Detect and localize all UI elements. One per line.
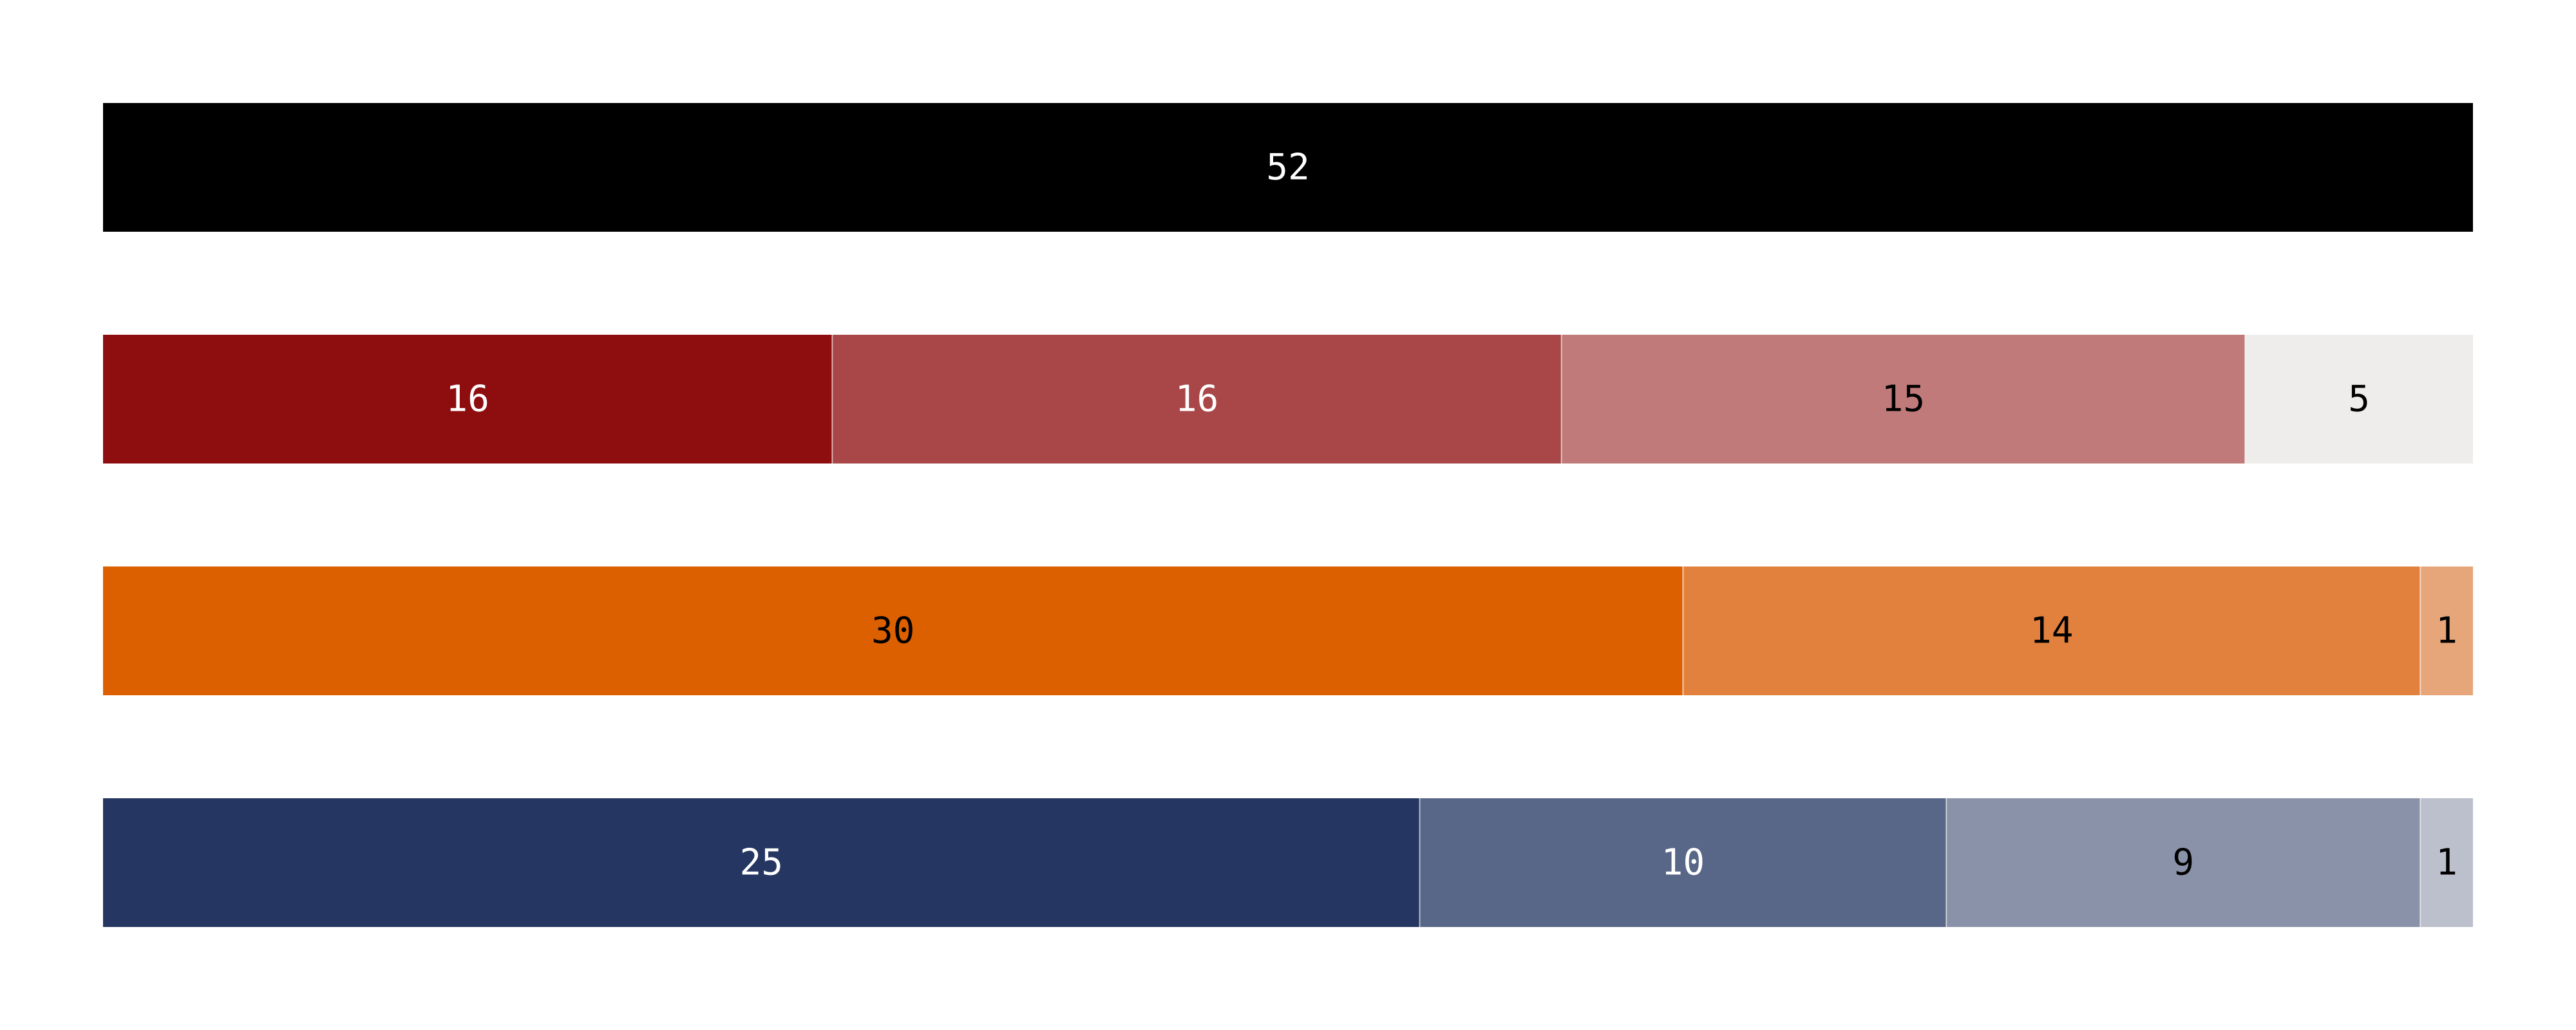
bar-segment-row2-2 xyxy=(832,335,1562,464)
bar-segment-row3-1 xyxy=(103,566,1683,695)
bar-segment-row2-1 xyxy=(103,335,833,464)
bar-segment-row2-3 xyxy=(1561,335,2246,464)
data-label-row4-2: 10 xyxy=(1662,842,1705,884)
data-label-row4-3: 9 xyxy=(2172,842,2194,884)
data-label-row3-1: 30 xyxy=(871,610,914,652)
bars-layer xyxy=(103,103,2473,927)
data-label-row2-2: 16 xyxy=(1175,379,1218,420)
bar-segment-row4-1 xyxy=(103,798,1420,927)
bar-segment-row4-4 xyxy=(2420,798,2473,927)
bar-segment-row4-2 xyxy=(1419,798,1947,927)
data-label-row4-4: 1 xyxy=(2436,842,2458,884)
data-label-row2-1: 16 xyxy=(446,379,489,420)
bar-segment-row2-4 xyxy=(2245,335,2473,464)
data-label-row2-3: 15 xyxy=(1882,379,1925,420)
bar-segment-row3-3 xyxy=(2420,566,2473,695)
data-label-row1-1: 52 xyxy=(1266,147,1309,189)
bar-segment-row3-2 xyxy=(1683,566,2421,695)
data-label-row3-2: 14 xyxy=(2030,610,2073,652)
data-label-row3-3: 1 xyxy=(2436,610,2458,652)
labels-layer: 52 16 16 15 5 30 14 1 25 10 9 1 xyxy=(446,147,2458,884)
data-label-row2-4: 5 xyxy=(2348,379,2370,420)
data-label-row4-1: 25 xyxy=(740,842,783,884)
bar-segment-row4-3 xyxy=(1946,798,2421,927)
bar-segment-row1-1 xyxy=(103,103,2473,232)
